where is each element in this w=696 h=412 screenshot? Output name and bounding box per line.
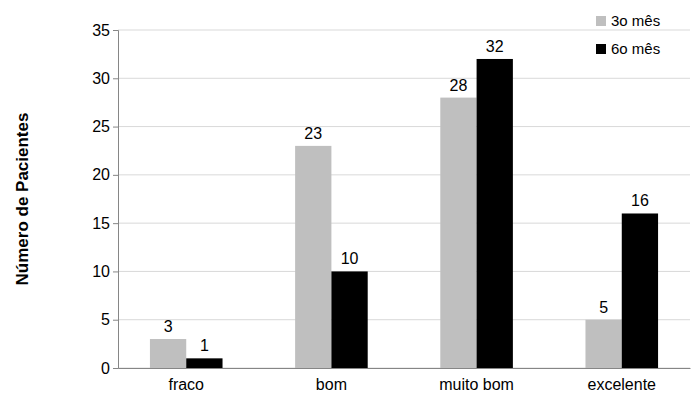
y-tick-label: 0 bbox=[101, 360, 110, 377]
y-tick-mark bbox=[113, 320, 118, 321]
legend-item: 3o mês bbox=[596, 12, 660, 29]
y-axis-line bbox=[113, 31, 119, 369]
chart: 05101520253035fracobommuito bomexcelente… bbox=[0, 0, 696, 412]
x-tick-label: fraco bbox=[168, 376, 204, 393]
y-tick: 30 bbox=[92, 70, 118, 87]
y-axis-title: Número de Pacientes bbox=[13, 113, 32, 286]
grid bbox=[118, 30, 690, 368]
y-tick-mark bbox=[113, 175, 118, 176]
y-tick-label: 10 bbox=[92, 263, 110, 280]
x-tick: fraco bbox=[168, 368, 204, 393]
x-tick: bom bbox=[316, 368, 347, 393]
data-label: 10 bbox=[341, 250, 359, 267]
legend-label: 3o mês bbox=[611, 12, 660, 29]
grid-line bbox=[118, 30, 690, 31]
legend-swatch bbox=[596, 16, 606, 26]
x-tick: excelente bbox=[588, 368, 657, 393]
x-axis-line bbox=[119, 368, 691, 369]
x-tick-label: excelente bbox=[588, 376, 657, 393]
x-tick-label: bom bbox=[316, 376, 347, 393]
y-tick-mark bbox=[113, 368, 118, 369]
y-tick: 0 bbox=[101, 360, 118, 377]
y-tick: 35 bbox=[92, 22, 118, 39]
bar bbox=[622, 213, 658, 368]
bar bbox=[585, 320, 621, 368]
bar bbox=[150, 339, 186, 368]
y-tick: 10 bbox=[92, 263, 118, 280]
bar bbox=[477, 59, 513, 368]
x-axis: fraco bom muito bom excelente bbox=[119, 368, 691, 393]
bar bbox=[186, 358, 222, 368]
legend: 3o mês 6o mês bbox=[596, 12, 660, 57]
y-tick-label: 25 bbox=[92, 118, 110, 135]
bar bbox=[331, 271, 367, 368]
y-tick: 5 bbox=[101, 311, 118, 328]
y-tick-label: 35 bbox=[92, 22, 110, 39]
y-tick-mark bbox=[113, 223, 118, 224]
y-tick: 25 bbox=[92, 118, 118, 135]
data-labels: 3 23 28 5 1 10 32 16 bbox=[164, 38, 649, 354]
data-label: 32 bbox=[486, 38, 504, 55]
data-label: 23 bbox=[304, 125, 322, 142]
x-tick: muito bom bbox=[439, 368, 514, 393]
y-tick: 20 bbox=[92, 166, 118, 183]
legend-label: 6o mês bbox=[611, 40, 660, 57]
y-tick-label: 15 bbox=[92, 215, 110, 232]
legend-item: 6o mês bbox=[596, 40, 660, 57]
y-tick-mark bbox=[113, 78, 118, 79]
grid-line bbox=[118, 78, 690, 79]
grid-line bbox=[118, 126, 690, 127]
data-label: 3 bbox=[164, 318, 173, 335]
data-label: 5 bbox=[599, 299, 608, 316]
data-label: 16 bbox=[631, 192, 649, 209]
data-label: 28 bbox=[450, 77, 468, 94]
y-tick-label: 30 bbox=[92, 70, 110, 87]
y-tick: 15 bbox=[92, 215, 118, 232]
y-tick-mark bbox=[113, 127, 118, 128]
grid-line bbox=[118, 174, 690, 175]
x-tick-label: muito bom bbox=[439, 376, 514, 393]
bars bbox=[150, 59, 658, 368]
y-tick-mark bbox=[113, 30, 118, 31]
y-axis: 0 5 10 15 20 25 30 35 bbox=[92, 22, 118, 377]
data-label: 1 bbox=[200, 337, 209, 354]
legend-swatch bbox=[596, 44, 606, 54]
grid-line bbox=[118, 223, 690, 224]
bar bbox=[440, 98, 476, 368]
plot: 05101520253035fracobommuito bomexcelente… bbox=[92, 22, 690, 394]
y-tick-label: 5 bbox=[101, 311, 110, 328]
y-tick-label: 20 bbox=[92, 166, 110, 183]
grid-line bbox=[118, 271, 690, 272]
y-tick-mark bbox=[113, 271, 118, 272]
bar bbox=[295, 146, 331, 368]
